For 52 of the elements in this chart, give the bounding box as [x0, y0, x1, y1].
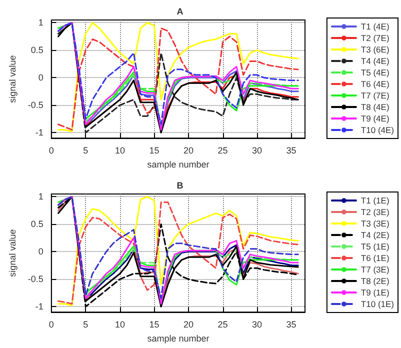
- y-tick-label: 1: [38, 18, 44, 28]
- x-axis-title: sample number: [147, 334, 210, 344]
- legend-label: T3 (6E): [360, 44, 390, 54]
- legend-label: T6 (4E): [360, 79, 390, 89]
- x-tick-label: 35: [286, 146, 296, 156]
- x-tick-label: 30: [252, 146, 262, 156]
- legend-label: T1 (1E): [360, 196, 390, 206]
- legend-label: T1 (4E): [360, 22, 390, 32]
- y-tick-label: 0.5: [30, 45, 44, 56]
- x-tick-label: 15: [149, 320, 160, 330]
- x-axis-title: sample number: [147, 160, 210, 170]
- x-tick-label: 35: [286, 320, 296, 330]
- y-tick-label: -0.5: [28, 100, 44, 110]
- legend-label: T6 (1E): [360, 253, 390, 263]
- x-tick-label: 10: [114, 320, 125, 330]
- legend-label: T3 (3E): [360, 218, 390, 228]
- y-tick-label: 1: [38, 192, 44, 202]
- legend-label: T9 (4E): [360, 114, 390, 124]
- x-tick-label: 0: [48, 146, 54, 156]
- x-tick-label: 15: [149, 146, 160, 156]
- y-tick-label: -0.5: [28, 274, 44, 284]
- x-tick-label: 20: [183, 146, 194, 156]
- y-tick-label: 0: [38, 246, 44, 257]
- x-tick-label: 25: [218, 146, 228, 156]
- x-tick-label: 20: [183, 320, 194, 330]
- x-tick-label: 0: [48, 320, 54, 330]
- legend-label: T4 (4E): [360, 56, 390, 66]
- x-tick-label: 25: [218, 320, 228, 330]
- legend-label: T5 (1E): [360, 242, 390, 252]
- y-tick-label: -1: [35, 128, 44, 138]
- legend-label: T5 (4E): [360, 68, 390, 78]
- y-axis-title: signal value: [8, 55, 18, 103]
- y-tick-label: 0.5: [30, 219, 44, 230]
- x-tick-label: 5: [83, 146, 88, 156]
- y-tick-label: -1: [35, 302, 44, 312]
- legend-label: T8 (4E): [360, 102, 390, 112]
- legend-label: T8 (2E): [360, 276, 390, 286]
- chart-title: B: [176, 180, 184, 190]
- legend-label: T9 (1E): [360, 288, 390, 298]
- chart-title: A: [176, 6, 184, 16]
- legend-label: T10 (4E): [360, 125, 394, 135]
- legend-label: T2 (7E): [360, 33, 390, 43]
- x-tick-label: 30: [252, 320, 262, 330]
- legend-label: T4 (2E): [360, 230, 390, 240]
- legend-label: T2 (3E): [360, 207, 390, 217]
- legend-label: T10 (1E): [360, 299, 394, 309]
- legend-label: T7 (3E): [360, 264, 390, 274]
- x-tick-label: 5: [83, 320, 88, 330]
- y-axis-title: signal value: [8, 229, 18, 277]
- y-tick-label: 0: [38, 72, 44, 83]
- x-tick-label: 10: [114, 146, 125, 156]
- legend-label: T7 (7E): [360, 90, 390, 100]
